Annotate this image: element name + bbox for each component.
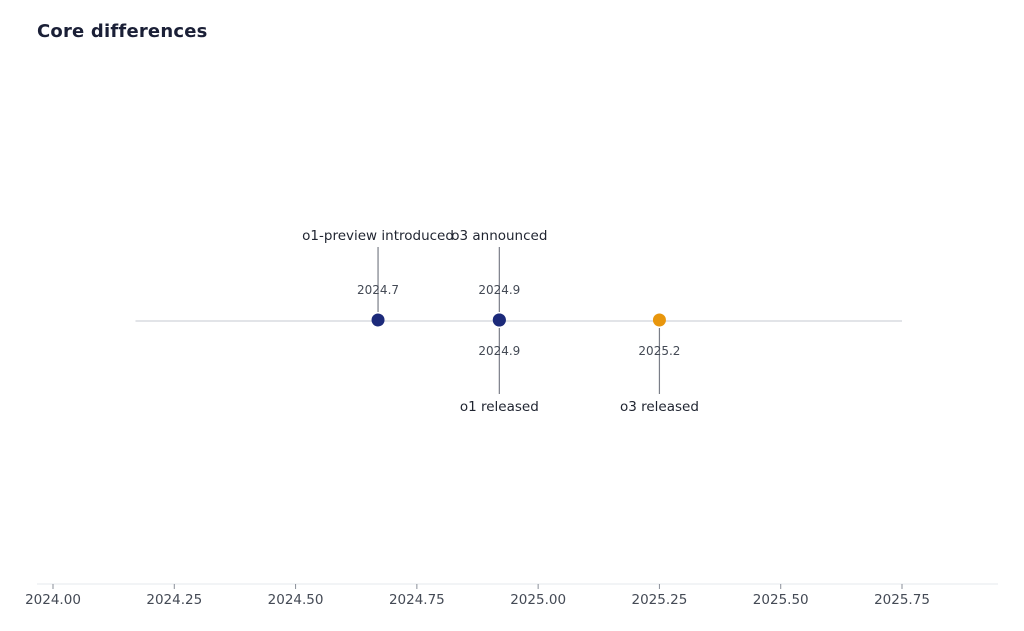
event-label: o1 released — [460, 399, 539, 415]
event-value-label: 2025.2 — [638, 344, 680, 358]
event-label: o3 announced — [451, 228, 547, 244]
x-axis: 2024.00 2024.25 2024.50 2024.75 2025.00 2025.… — [25, 583, 998, 608]
x-tick-label: 2025.25 — [632, 592, 688, 608]
x-tick-label: 2024.25 — [146, 592, 202, 608]
x-tick-label: 2024.75 — [389, 592, 445, 608]
event-value-label: 2024.7 — [357, 283, 399, 297]
x-tick-label: 2025.50 — [753, 592, 809, 608]
x-tick-label: 2024.00 — [25, 592, 81, 608]
event-label: o1-preview introduced — [302, 228, 454, 244]
x-tick-label: 2024.50 — [268, 592, 324, 608]
event-value-label: 2024.9 — [478, 344, 520, 358]
timeline-events: o1-preview introduced 2024.7 o1 released 20… — [302, 228, 699, 415]
event-point — [371, 313, 385, 327]
chart-title: Core differences — [37, 21, 208, 42]
x-tick-label: 2025.75 — [874, 592, 930, 608]
event-point — [652, 313, 666, 327]
event-point — [492, 313, 506, 327]
event-value-label: 2024.9 — [478, 283, 520, 297]
x-tick-label: 2025.00 — [510, 592, 566, 608]
event-label: o3 released — [620, 399, 699, 415]
